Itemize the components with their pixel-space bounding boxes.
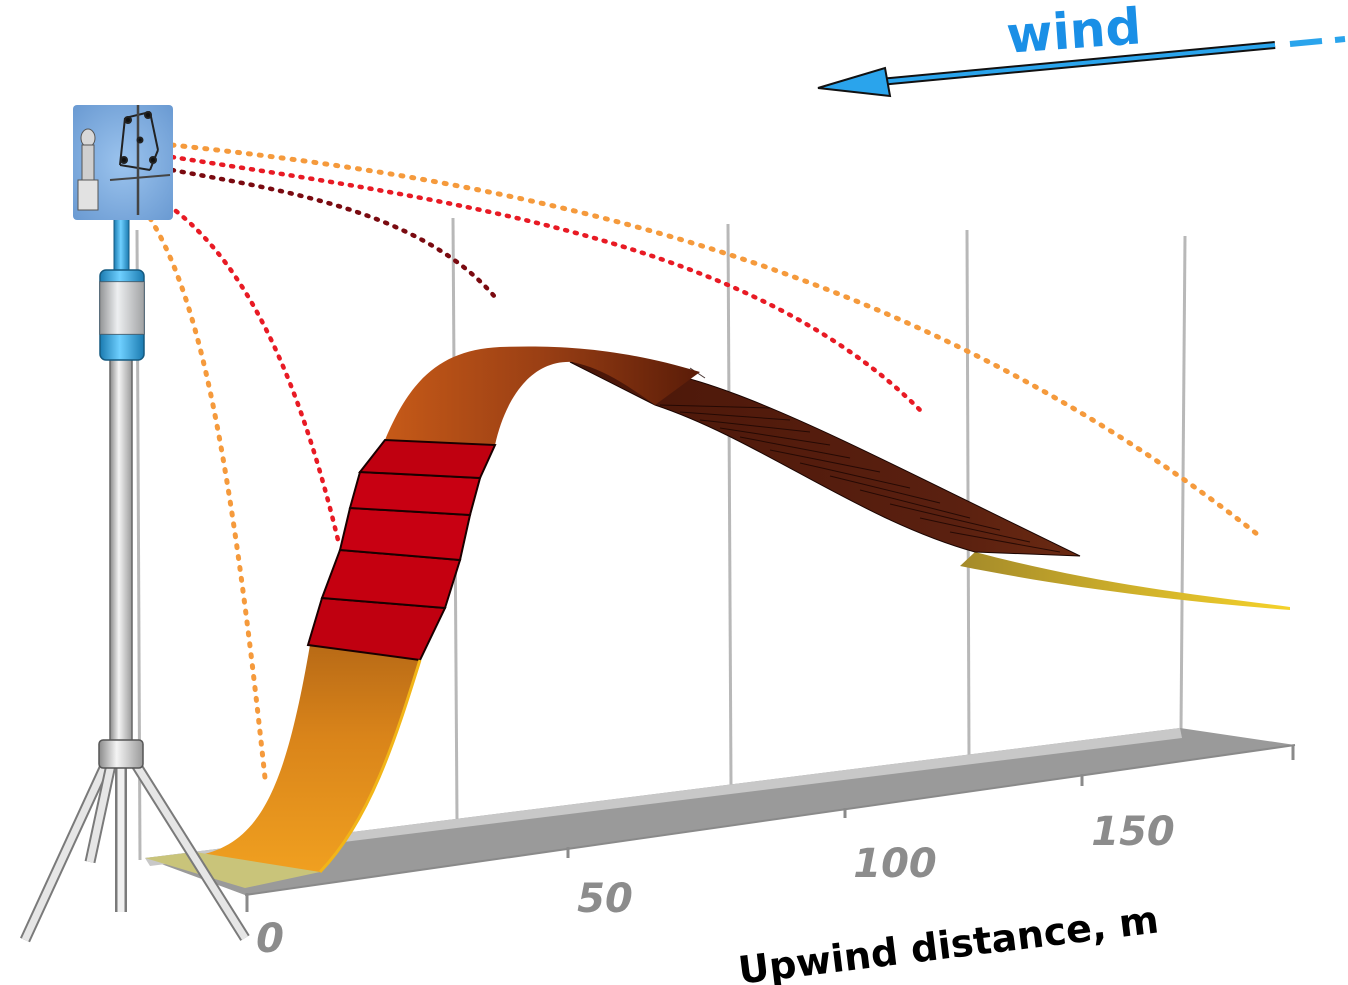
sonic-anemometer-icon [109, 105, 171, 215]
tick-label-150: 150 [1091, 809, 1175, 855]
ground-plane [145, 728, 1296, 912]
grid-line [1179, 235, 1187, 731]
grid-line [726, 223, 733, 786]
tick-label-0: 0 [256, 916, 284, 962]
footprint-base-yellow [145, 852, 320, 888]
tick-label-100: 100 [853, 841, 937, 887]
tick-labels: 0 50 100 150 [256, 809, 1175, 962]
wind-dash [1289, 38, 1323, 47]
eddy-covariance-tower-icon [20, 105, 250, 943]
wind-dash [1334, 36, 1346, 43]
gas-analyzer-icon [77, 128, 99, 211]
trace-red-far [169, 154, 923, 413]
wind-arrow: wind [817, 0, 1346, 98]
peak-block [338, 506, 472, 562]
wind-label: wind [1005, 0, 1143, 65]
trace-orange-far [169, 142, 1265, 541]
wind-arrowhead [817, 66, 892, 98]
peak-block [348, 470, 482, 517]
flux-footprint-surface [145, 346, 1290, 888]
peak-block [358, 438, 497, 480]
footprint-peak-blocks [306, 438, 497, 662]
grid-line [965, 229, 971, 756]
trace-darkred [169, 167, 498, 300]
tick-label-50: 50 [577, 876, 633, 922]
footprint-crest [385, 346, 700, 445]
dispersion-traces [147, 142, 1265, 781]
axis-title: Upwind distance, m [736, 897, 1161, 985]
footprint-tail-yellow [960, 552, 1290, 610]
ground-surface [145, 728, 1295, 895]
trace-red-near [165, 202, 341, 543]
trace-orange-near [147, 215, 268, 781]
footprint-rise [195, 645, 420, 874]
ground-back-edge [145, 728, 1182, 866]
